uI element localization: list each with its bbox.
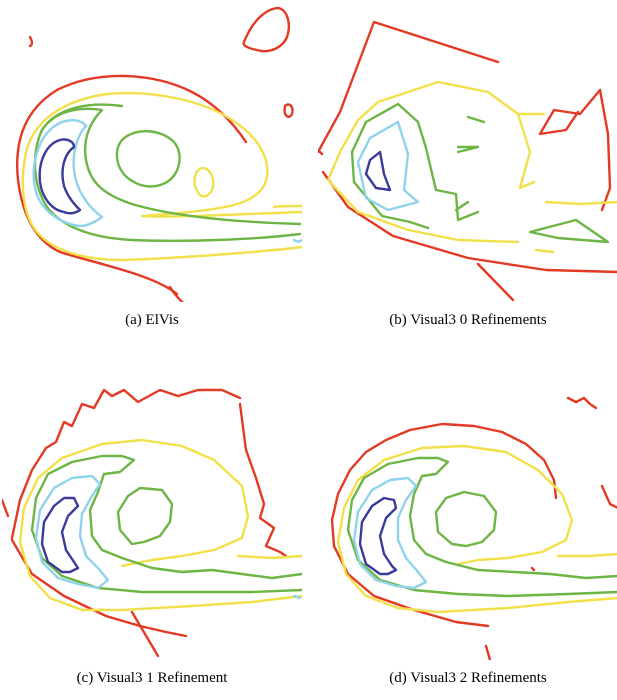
contour-plot-visual3-2 xyxy=(330,396,617,660)
contour-plot-visual3-0 xyxy=(318,20,617,302)
red-contour-frag xyxy=(318,148,324,156)
red-contour-right-upper xyxy=(538,88,602,136)
cyan-contours xyxy=(356,120,420,212)
red-contour-lower xyxy=(321,170,617,274)
yellow-contour-lower xyxy=(326,178,520,244)
blue-contour xyxy=(364,150,392,192)
cyan-contour-tail xyxy=(292,594,302,600)
red-contour-lower xyxy=(10,538,188,638)
red-contour-outer xyxy=(16,74,248,296)
yellow-contours xyxy=(18,438,302,612)
red-contour-outer xyxy=(10,388,242,540)
blue-contour xyxy=(38,138,82,215)
figure-panel-visual3-2-refinements: (d) Visual3 2 Refinements xyxy=(318,360,617,700)
cyan-contour xyxy=(34,474,110,590)
red-contour-outer xyxy=(330,422,558,548)
yellow-contour-outer xyxy=(21,91,302,262)
green-contour-center-right xyxy=(456,145,480,154)
yellow-contour-outer xyxy=(336,444,617,614)
blue-contour xyxy=(358,496,398,576)
contour-plot-visual3-1 xyxy=(2,388,302,658)
cyan-contour xyxy=(352,476,428,590)
cyan-contours xyxy=(32,119,302,243)
red-contour-right-edge xyxy=(598,88,612,212)
cyan-contours xyxy=(352,476,428,590)
cyan-contour xyxy=(32,119,104,228)
green-contour-triangle xyxy=(528,218,610,244)
blue-contours xyxy=(364,150,392,192)
red-contour-small-left xyxy=(28,35,34,48)
yellow-contour-right xyxy=(544,200,617,206)
cyan-contour-tail xyxy=(292,238,302,243)
red-contour-small-right xyxy=(283,103,294,118)
caption-c: (c) Visual3 1 Refinement xyxy=(76,670,228,686)
yellow-contour-inner xyxy=(516,112,536,190)
red-contour-frag xyxy=(2,498,10,518)
yellow-contour-right xyxy=(556,552,617,558)
red-contour-lower xyxy=(168,285,184,302)
green-contour-left xyxy=(350,120,430,230)
red-contours xyxy=(16,6,294,302)
red-contour-right xyxy=(600,484,617,509)
green-contour-outer xyxy=(30,454,302,594)
yellow-contour-right xyxy=(236,554,302,560)
red-contour-tail xyxy=(484,644,492,660)
red-contours xyxy=(2,388,288,658)
green-contour-mid xyxy=(454,200,470,212)
green-contour-ring xyxy=(116,486,174,546)
red-contour-top xyxy=(318,20,500,154)
figure-panel-visual3-1-refinement: (c) Visual3 1 Refinement xyxy=(2,360,302,700)
caption-d: (d) Visual3 2 Refinements xyxy=(389,670,547,686)
yellow-contour-outer xyxy=(18,438,302,612)
yellow-contour-outer xyxy=(326,80,546,182)
red-contour-right xyxy=(238,402,288,558)
red-contour-top-right xyxy=(566,396,598,410)
yellow-contours xyxy=(326,80,617,254)
red-contour-tail xyxy=(130,610,160,658)
green-contour-outer xyxy=(364,102,480,222)
yellow-contours xyxy=(21,91,302,262)
caption-b: (b) Visual3 0 Refinements xyxy=(389,312,547,328)
red-contour-frag xyxy=(530,566,536,572)
caption-a: (a) ElVis xyxy=(125,312,179,328)
red-contours xyxy=(330,396,617,660)
blue-contours xyxy=(358,496,398,576)
contour-plot-elvis xyxy=(16,6,302,302)
green-contour-upper-right xyxy=(466,115,486,124)
green-contours xyxy=(346,456,617,598)
blue-contours xyxy=(40,496,80,574)
green-contour-arc xyxy=(40,103,124,132)
figure-panel-elvis: (a) ElVis xyxy=(2,2,302,342)
yellow-contour-ring xyxy=(193,166,215,198)
yellow-contour-right xyxy=(272,204,302,209)
red-contour-tail xyxy=(476,262,515,302)
red-contour-top-right xyxy=(242,6,291,53)
cyan-contour xyxy=(356,120,420,212)
yellow-contours xyxy=(336,444,617,614)
yellow-contour-frag xyxy=(534,248,555,254)
green-contour-ring xyxy=(434,490,498,548)
green-contour-outer xyxy=(346,456,617,598)
blue-contour xyxy=(40,496,80,574)
figure-panel-visual3-0-refinements: (b) Visual3 0 Refinements xyxy=(318,2,617,342)
green-contours xyxy=(30,454,302,594)
red-contours xyxy=(318,20,617,302)
cyan-contours xyxy=(34,474,302,600)
green-contour-ring xyxy=(115,130,181,188)
green-contours xyxy=(33,103,302,242)
blue-contours xyxy=(38,138,82,215)
